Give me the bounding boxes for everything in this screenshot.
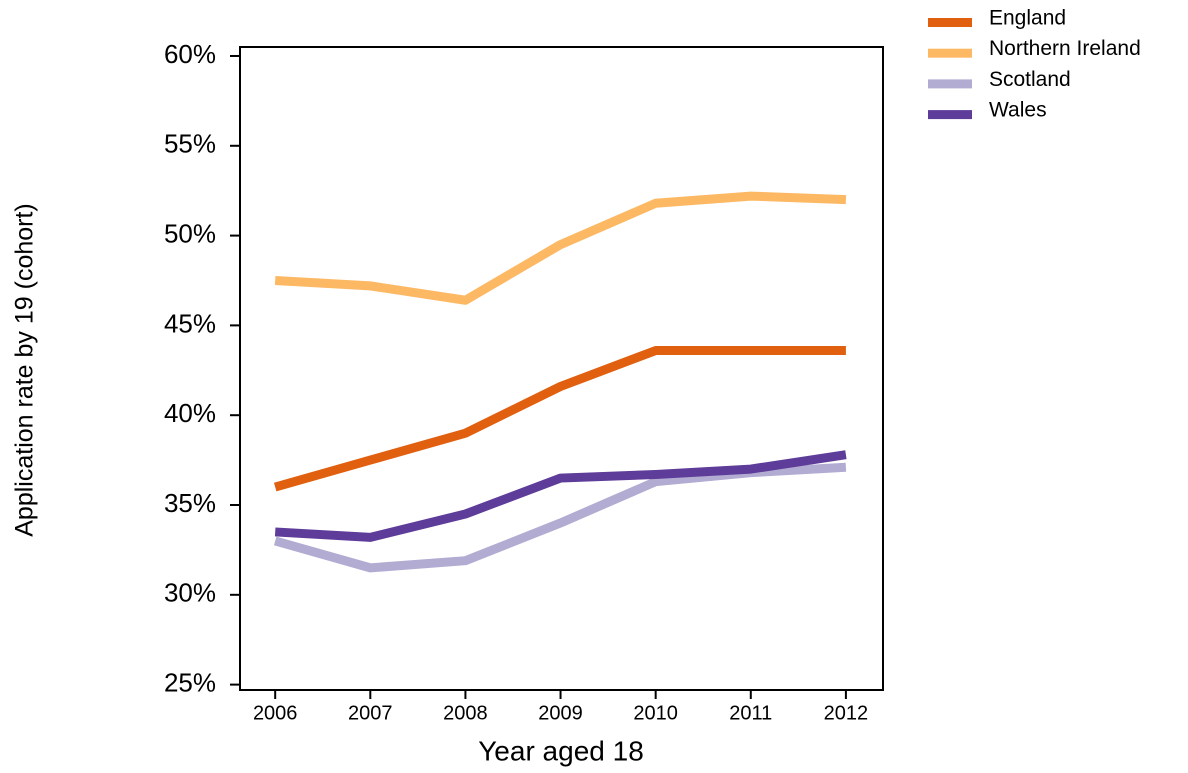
y-tick-label: 25% <box>164 667 216 697</box>
x-tick-label: 2007 <box>348 702 393 724</box>
x-tick-label: 2006 <box>253 702 298 724</box>
y-tick-label: 45% <box>164 308 216 338</box>
y-tick-label: 55% <box>164 129 216 159</box>
y-tick-label: 40% <box>164 398 216 428</box>
legend-label: Northern Ireland <box>989 37 1141 60</box>
legend-swatch <box>928 18 972 27</box>
series-line <box>274 191 847 305</box>
x-tick-label: 2008 <box>443 702 488 724</box>
x-tick-label: 2011 <box>729 702 772 724</box>
y-tick-label: 35% <box>164 488 216 518</box>
legend-label: England <box>989 7 1066 30</box>
y-tick-label: 50% <box>164 218 216 248</box>
legend-swatch <box>928 79 972 89</box>
legend-label: Scotland <box>989 68 1071 91</box>
legend-label: Wales <box>989 99 1047 122</box>
legend-swatch <box>928 48 972 58</box>
series-line <box>274 450 847 542</box>
x-axis-title: Year aged 18 <box>478 735 644 766</box>
x-tick-label: 2009 <box>538 702 583 724</box>
series-line <box>273 346 846 492</box>
x-tick-label: 2012 <box>824 702 869 724</box>
x-tick-label: 2010 <box>633 702 678 724</box>
y-tick-label: 30% <box>164 578 216 608</box>
legend-swatch <box>928 110 972 120</box>
y-tick-label: 60% <box>164 39 216 69</box>
y-axis-title: Application rate by 19 (cohort) <box>11 203 39 537</box>
plot-frame <box>239 46 884 691</box>
